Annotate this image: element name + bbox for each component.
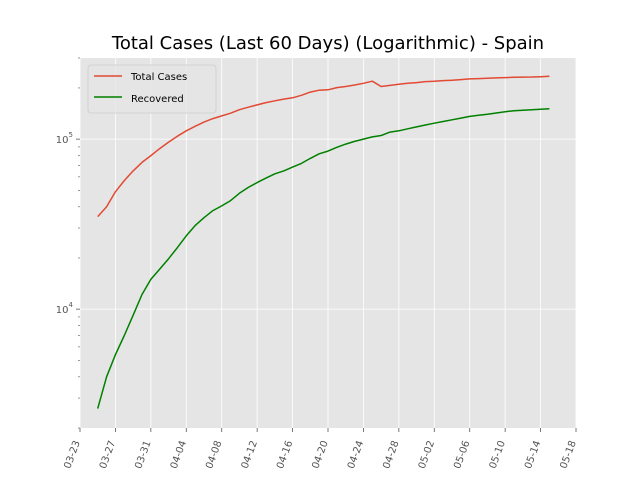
legend-label-total-cases: Total Cases <box>130 72 187 83</box>
grid-lines <box>79 58 577 428</box>
series-lines <box>96 75 550 409</box>
legend: Total Cases Recovered <box>87 64 217 114</box>
legend-label-recovered: Recovered <box>131 94 184 105</box>
y-axis-ticks: 104 105 <box>56 57 80 429</box>
legend-box <box>87 64 217 114</box>
chart-title: Total Cases (Last 60 Days) (Logarithmic)… <box>111 33 544 54</box>
y-tick-label: 104 <box>56 301 74 316</box>
series-line-total-cases <box>97 75 550 218</box>
series-line-recovered <box>96 107 550 409</box>
y-tick-label: 105 <box>56 131 73 146</box>
